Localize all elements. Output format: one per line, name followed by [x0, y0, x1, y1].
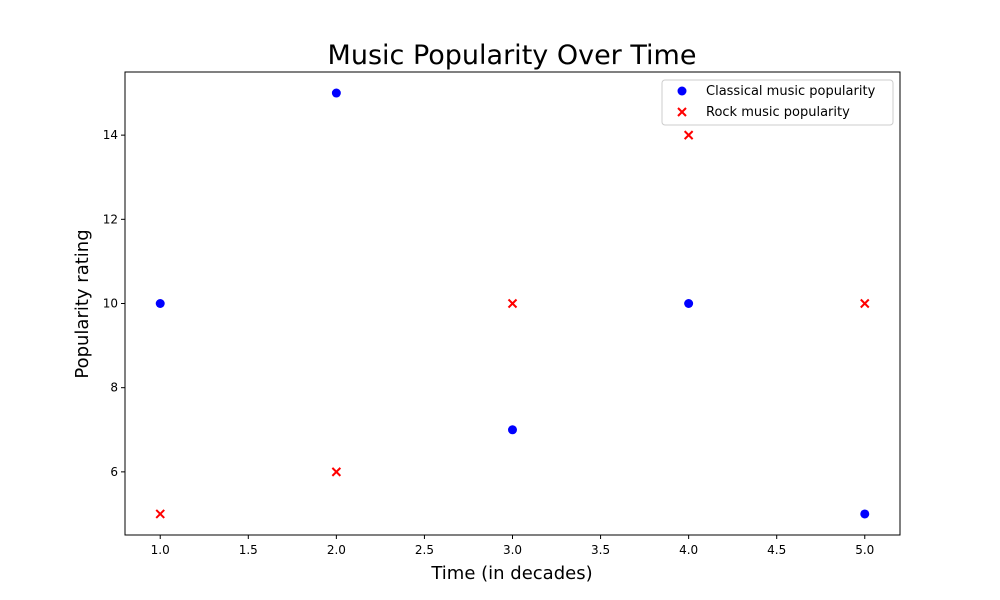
classical-point	[508, 425, 517, 435]
legend-label: Rock music popularity	[706, 105, 850, 120]
rock-point	[155, 509, 165, 519]
x-axis: 1.0 1.5 2.0 2.5 3.0 3.5 4.0 4.5 5.0	[151, 535, 874, 557]
x-tick-label: 2.5	[415, 543, 434, 557]
classical-point	[684, 299, 694, 308]
x-tick-label: 3.5	[591, 543, 610, 557]
legend-label: Classical music popularity	[706, 84, 876, 99]
rock-point	[331, 467, 342, 477]
y-tick-label: 8	[110, 381, 118, 395]
legend: Classical music popularity Rock music pop…	[661, 79, 894, 126]
legend-box	[661, 79, 894, 126]
classical-point	[331, 88, 341, 98]
y-tick-label: 10	[103, 297, 118, 311]
rock-point	[683, 130, 694, 140]
data-points	[155, 88, 870, 519]
chart-title: Music Popularity Over Time	[328, 40, 697, 71]
x-tick-label: 4.5	[767, 543, 786, 557]
legend-marker-classical	[677, 86, 687, 96]
y-axis: 6 8 10 12 14	[103, 128, 125, 479]
y-tick-label: 12	[103, 212, 118, 226]
x-tick-label: 5.0	[855, 543, 874, 557]
y-axis-title: Popularity rating	[72, 229, 93, 378]
x-axis-title: Time (in decades)	[430, 563, 592, 584]
x-tick-label: 1.5	[239, 543, 258, 557]
classical-point	[860, 509, 870, 519]
classical-point	[155, 299, 165, 308]
rock-point	[860, 298, 870, 309]
x-tick-label: 3.0	[503, 543, 522, 557]
x-tick-label: 4.0	[679, 543, 698, 557]
x-tick-label: 2.0	[327, 543, 346, 557]
x-tick-label: 1.0	[151, 543, 170, 557]
y-tick-label: 6	[110, 465, 118, 479]
rock-point	[507, 298, 518, 309]
legend-marker-rock	[677, 107, 687, 117]
y-tick-label: 14	[103, 128, 118, 142]
